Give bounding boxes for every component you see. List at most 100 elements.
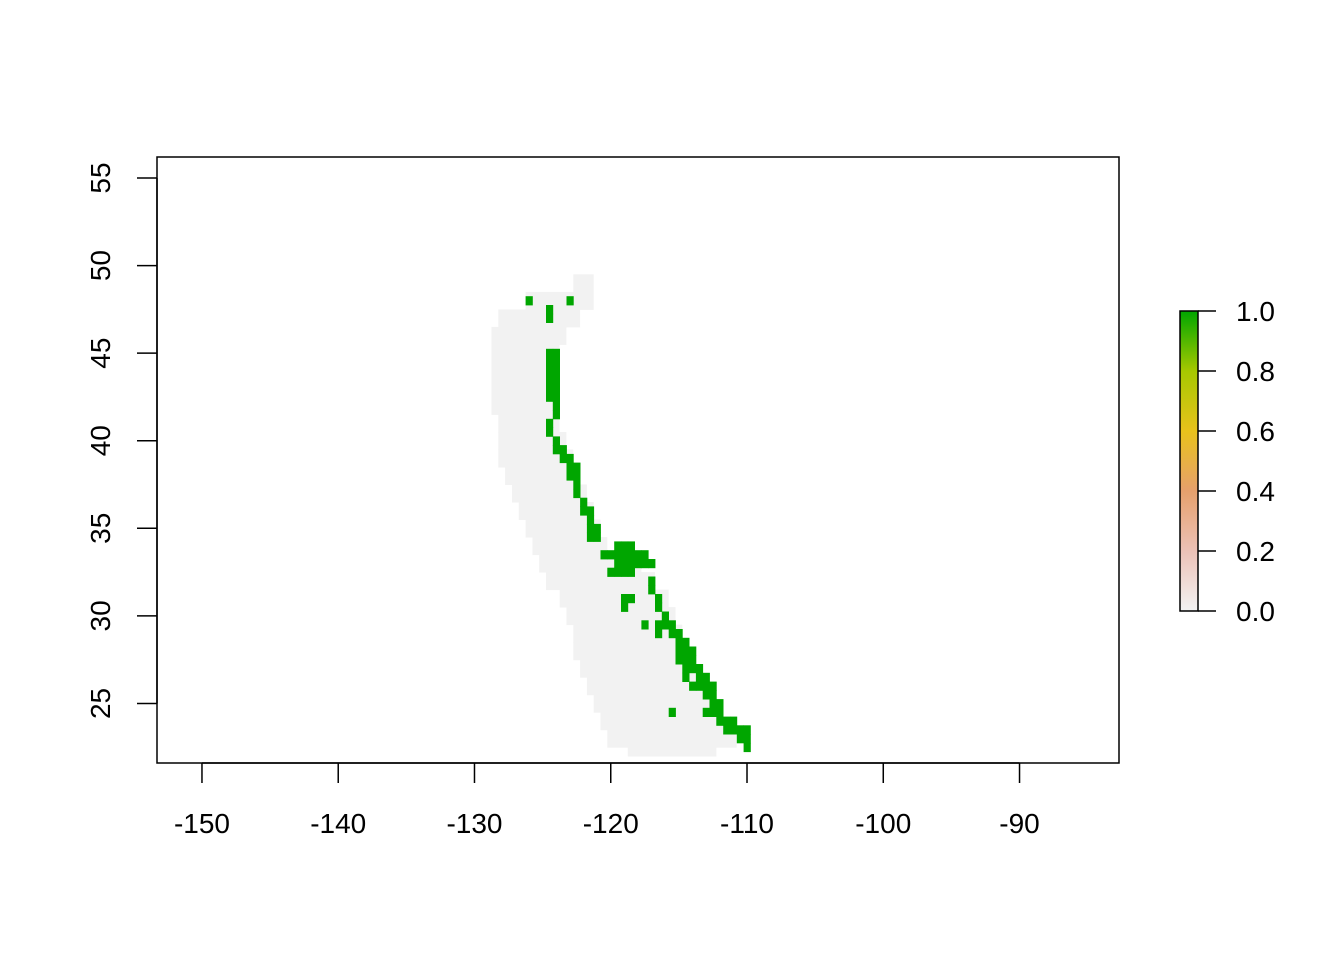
cell-one: [546, 427, 554, 437]
cell-one: [552, 436, 560, 446]
cell-zero-row: [546, 572, 655, 591]
x-axis: -150 -140 -130 -120 -110 -100 -90: [174, 762, 1040, 839]
cell-one: [695, 664, 704, 674]
cell-one: [675, 655, 683, 665]
cell-one: [675, 646, 683, 656]
y-tick-label: 35: [85, 513, 116, 544]
cell-one: [655, 594, 663, 604]
cell-one: [675, 637, 683, 647]
cell-one: [743, 742, 751, 753]
cell-one: [546, 418, 554, 428]
cell-one: [580, 506, 588, 516]
cell-one: [716, 699, 724, 709]
cell-one: [668, 707, 676, 717]
cell-one: [655, 602, 663, 612]
y-tick-label: 50: [85, 250, 116, 281]
cell-one: [730, 716, 738, 726]
cell-zero-row: [505, 467, 580, 485]
cell-one: [627, 559, 635, 569]
cell-one: [702, 681, 710, 691]
cell-one: [627, 594, 635, 604]
x-tick-label: -130: [446, 808, 502, 839]
x-tick-label: -120: [583, 808, 639, 839]
cell-zero-row: [512, 484, 587, 503]
legend-tick-label: 0.8: [1236, 356, 1275, 387]
cell-zero-row: [627, 738, 717, 757]
cell-zero-row: [498, 309, 581, 328]
cell-zero-row: [491, 361, 560, 380]
cell-zero-row: [518, 502, 594, 520]
cell-zero-row: [600, 712, 724, 731]
cell-one: [546, 313, 554, 323]
color-legend: 0.0 0.2 0.4 0.6 0.8 1.0: [1179, 296, 1275, 627]
cell-one: [648, 559, 656, 569]
cell-one: [573, 471, 581, 481]
cell-one: [648, 585, 656, 595]
cell-one: [736, 734, 744, 744]
cell-one: [593, 523, 601, 534]
cell-one: [641, 559, 649, 569]
cell-zero-row: [559, 589, 669, 608]
cell-one: [743, 734, 751, 744]
cell-one: [702, 707, 710, 717]
x-tick-label: -150: [174, 808, 230, 839]
cell-one: [668, 620, 676, 630]
cell-one: [546, 392, 554, 402]
one-value-cells: [525, 296, 751, 753]
cell-one: [552, 445, 560, 455]
cell-one: [621, 550, 629, 560]
cell-one: [546, 366, 554, 376]
cell-one: [736, 725, 744, 735]
cell-one: [661, 620, 669, 630]
cell-one: [586, 532, 595, 542]
cell-one: [682, 672, 690, 682]
cell-zero-row: [573, 642, 690, 661]
cell-zero-row: [498, 414, 560, 433]
cell-one: [566, 471, 574, 481]
cell-zero-row: [580, 659, 696, 678]
cell-one: [689, 655, 697, 665]
cell-one: [586, 506, 595, 516]
cell-zero-row: [491, 344, 560, 363]
cell-one: [709, 707, 717, 717]
cell-one: [559, 453, 567, 464]
cell-one: [682, 664, 690, 674]
cell-one: [600, 550, 608, 560]
legend-tick-label: 0.6: [1236, 416, 1275, 447]
x-tick-label: -90: [999, 808, 1039, 839]
cell-one: [675, 629, 683, 639]
cell-one: [546, 348, 554, 358]
cell-one: [546, 305, 554, 315]
cell-one: [702, 690, 710, 700]
cell-zero-row: [491, 396, 560, 415]
cell-one: [552, 357, 560, 367]
cell-zero-row: [525, 291, 594, 310]
cell-zero-row: [573, 274, 594, 293]
cell-one: [593, 532, 601, 542]
cell-one: [559, 445, 567, 455]
cell-one: [580, 497, 588, 507]
cell-one: [573, 488, 581, 499]
cell-one: [607, 550, 615, 560]
cell-one: [586, 515, 595, 525]
cell-one: [621, 594, 629, 604]
cell-one: [552, 348, 560, 358]
cell-one: [546, 357, 554, 367]
cell-one: [552, 375, 560, 385]
legend-tick-label: 0.2: [1236, 536, 1275, 567]
cell-one: [634, 559, 642, 569]
y-tick-label: 45: [85, 338, 116, 369]
cell-one: [546, 383, 554, 393]
cell-one: [614, 559, 622, 569]
cell-one: [709, 690, 717, 700]
cell-one: [661, 611, 669, 621]
cell-one: [627, 541, 635, 551]
cell-one: [566, 462, 574, 472]
cell-one: [641, 620, 649, 630]
cell-one: [627, 567, 635, 577]
cell-zero-row: [491, 326, 567, 345]
cell-zero-row: [586, 677, 703, 696]
x-tick-label: -110: [720, 808, 774, 839]
y-tick-label: 25: [85, 688, 116, 719]
